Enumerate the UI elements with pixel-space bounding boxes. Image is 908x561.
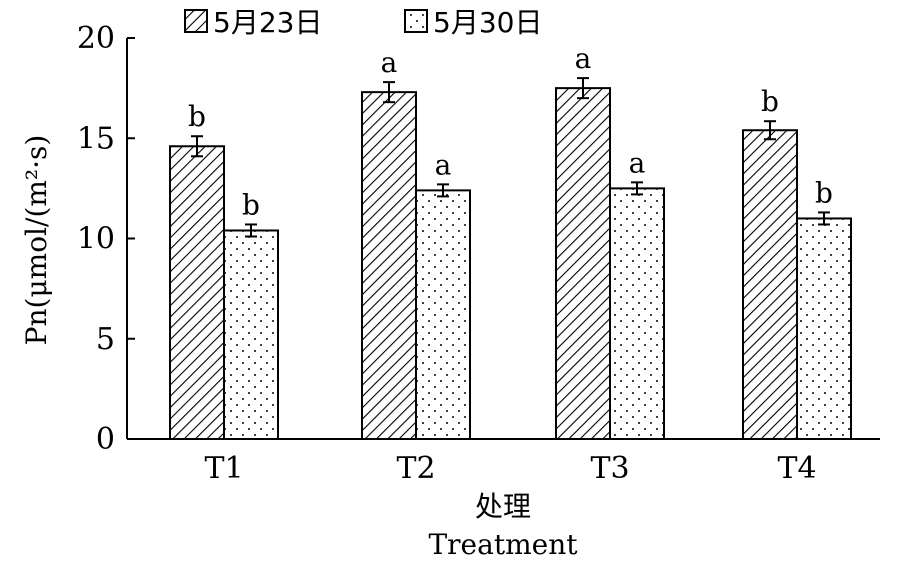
error-bar-t3-series-2 <box>631 181 643 196</box>
bar-t1-series-1 <box>169 145 225 441</box>
x-tick-label-t4: T4 <box>777 451 816 486</box>
bar-t1-series-2 <box>223 229 279 440</box>
significance-label-t1-series-2: b <box>242 188 260 221</box>
x-tick-label-t1: T1 <box>204 451 243 486</box>
significance-label-t4-series-2: b <box>815 176 833 209</box>
bar-t3-series-2 <box>609 187 665 440</box>
significance-label-t3-series-1: a <box>575 42 592 75</box>
bar-t3-series-1 <box>555 87 611 440</box>
x-tick-label-t3: T3 <box>590 451 629 486</box>
error-bar-t1-series-2 <box>245 223 257 238</box>
x-tick-label-t2: T2 <box>396 451 435 486</box>
bar-t2-series-1 <box>361 91 417 440</box>
significance-label-t3-series-2: a <box>629 146 646 179</box>
legend: 5月23日 5月30日 <box>184 6 542 39</box>
bar-t4-series-1 <box>742 129 798 440</box>
y-axis-title: Pn(μmol/(m²·s) <box>20 135 53 346</box>
y-tick-label-0: 0 <box>96 422 115 457</box>
legend-label-series-1: 5月23日 <box>213 6 322 39</box>
y-tick-label-10: 10 <box>77 222 115 257</box>
y-tick-label-5: 5 <box>96 322 115 357</box>
legend-item-series-1: 5月23日 <box>184 6 322 39</box>
legend-swatch-series-2 <box>404 9 428 33</box>
error-bar-t1-series-1 <box>191 135 203 158</box>
error-bar-t2-series-2 <box>437 183 449 198</box>
significance-label-t4-series-1: b <box>761 85 779 118</box>
legend-item-series-2: 5月30日 <box>404 6 542 39</box>
axes: 0 5 10 15 20 T1 T2 T3 T4 <box>77 21 880 486</box>
significance-label-t2-series-2: a <box>435 148 452 181</box>
significance-label-t1-series-1: b <box>188 100 206 133</box>
bar-t2-series-2 <box>415 189 471 440</box>
x-axis-title-en: Treatment <box>429 528 579 561</box>
significance-label-t2-series-1: a <box>381 46 398 79</box>
error-bar-t2-series-1 <box>383 81 395 104</box>
legend-label-series-2: 5月30日 <box>433 6 542 39</box>
legend-swatch-series-1 <box>184 9 208 33</box>
error-bar-t4-series-1 <box>764 120 776 141</box>
bar-t4-series-2 <box>796 217 852 440</box>
error-bar-t3-series-1 <box>577 77 589 100</box>
plot-area: b a a b b a a b <box>169 42 852 441</box>
y-tick-label-20: 20 <box>77 21 115 56</box>
y-tick-label-15: 15 <box>77 121 115 156</box>
error-bar-t4-series-2 <box>818 211 830 226</box>
x-axis-title: 处理 <box>475 490 531 523</box>
